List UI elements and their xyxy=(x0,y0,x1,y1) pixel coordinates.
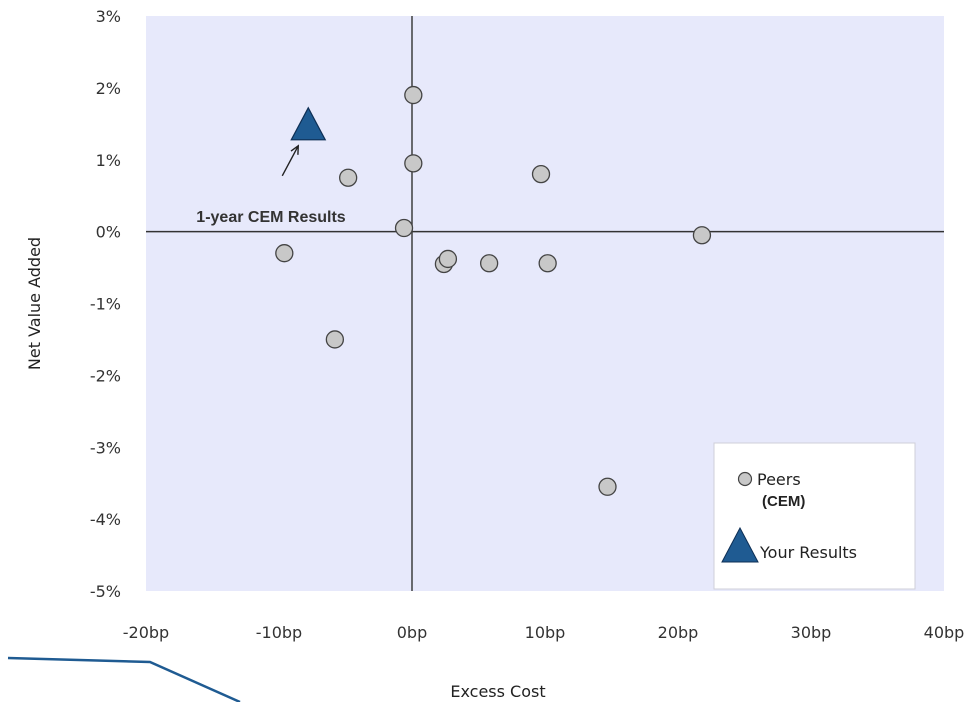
axes xyxy=(146,16,944,591)
peer-point xyxy=(325,330,345,349)
peer-point xyxy=(339,168,358,187)
x-tick-label: 10bp xyxy=(525,623,566,642)
x-tick-label: 20bp xyxy=(658,623,699,642)
y-tick-labels: 3% 2% 1% 0% -1% -2% -3% -4% -5% xyxy=(90,7,121,601)
peer-point xyxy=(598,477,617,496)
annotation-label: 1-year CEM Results xyxy=(196,209,345,226)
legend-your-results-label: Your Results xyxy=(759,543,857,562)
data-points xyxy=(275,85,712,496)
y-tick-label: -2% xyxy=(90,366,121,385)
peer-point xyxy=(404,154,423,173)
legend: Peers (CEM) Your Results xyxy=(713,442,916,590)
x-tick-label: -20bp xyxy=(123,623,169,642)
annotation: 1-year CEM Results xyxy=(196,144,346,226)
x-tick-label: 0bp xyxy=(397,623,428,642)
x-tick-label: 40bp xyxy=(924,623,965,642)
y-tick-label: 0% xyxy=(96,223,121,242)
x-tick-label: 30bp xyxy=(791,623,832,642)
y-tick-label: -3% xyxy=(90,438,121,457)
y-tick-label: 1% xyxy=(96,151,121,170)
annotation-arrow-head xyxy=(290,144,300,155)
x-tick-labels: -20bp -10bp 0bp 10bp 20bp 30bp 40bp xyxy=(123,623,965,642)
peer-point xyxy=(438,249,458,269)
annotation-arrow-line xyxy=(281,145,299,177)
peer-point xyxy=(479,254,499,273)
your-results-point xyxy=(290,106,327,141)
legend-peers-label: Peers xyxy=(757,470,801,489)
y-axis-title: Net Value Added xyxy=(25,237,44,370)
peer-point xyxy=(394,218,414,238)
y-tick-label: -4% xyxy=(90,510,121,529)
legend-box xyxy=(713,442,916,590)
x-axis-title: Excess Cost xyxy=(450,682,545,701)
y-tick-label: 3% xyxy=(96,7,121,26)
peer-point xyxy=(404,85,423,105)
x-tick-label: -10bp xyxy=(256,623,302,642)
legend-peers-marker xyxy=(737,471,753,487)
y-tick-label: -5% xyxy=(90,582,121,601)
legend-your-results-marker xyxy=(721,526,759,563)
peer-point xyxy=(531,164,551,184)
decorative-blue-line xyxy=(7,656,241,702)
y-tick-label: -1% xyxy=(90,295,121,314)
peer-point xyxy=(538,254,557,273)
legend-peers-sublabel: (CEM) xyxy=(762,493,805,510)
peer-point xyxy=(275,244,294,263)
y-tick-label: 2% xyxy=(96,79,121,98)
peer-point xyxy=(692,226,712,245)
